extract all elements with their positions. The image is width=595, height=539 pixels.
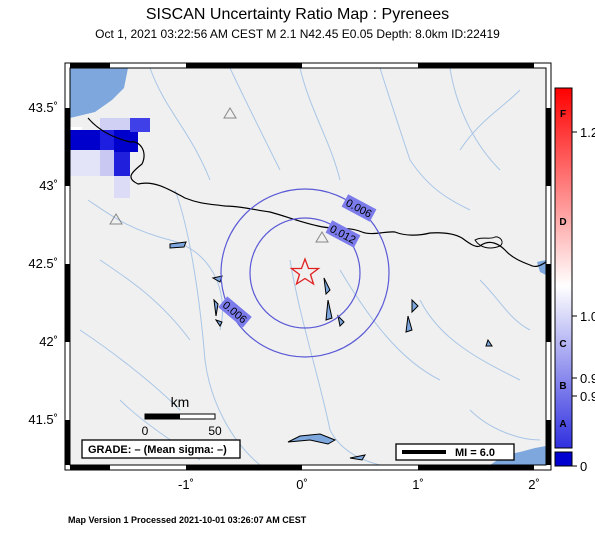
lat-label: 42˚ bbox=[39, 334, 58, 349]
uncertainty-contours bbox=[220, 188, 390, 358]
lat-label: 43˚ bbox=[39, 178, 58, 193]
scale-bar-title: km bbox=[171, 394, 190, 410]
station-triangle bbox=[109, 213, 123, 225]
lon-label: 0˚ bbox=[296, 477, 308, 492]
scale-bar: km 0 50 bbox=[142, 394, 222, 438]
event-subtitle: Oct 1, 2021 03:22:56 AM CEST M 2.1 N42.4… bbox=[95, 27, 500, 41]
station-triangle bbox=[223, 107, 237, 119]
longitude-labels: -1˚ 0˚ 1˚ 2˚ bbox=[178, 477, 540, 492]
latitude-labels: 43.5˚ 43˚ 42.5˚ 42˚ 41.5˚ bbox=[28, 100, 58, 427]
colorbar-letter: B bbox=[559, 381, 566, 392]
station-triangle bbox=[315, 231, 329, 243]
lat-label: 43.5˚ bbox=[28, 100, 58, 115]
lat-label: 41.5˚ bbox=[28, 412, 58, 427]
andorra-border bbox=[474, 236, 503, 249]
map-frame bbox=[64, 62, 552, 471]
colorbar-value: 0.9 bbox=[580, 389, 595, 404]
sea-bay-of-biscay bbox=[70, 68, 128, 118]
map-title: SISCAN Uncertainty Ratio Map : Pyrenees bbox=[145, 6, 450, 23]
lon-label: -1˚ bbox=[178, 477, 194, 492]
colorbar-value: 1.2 bbox=[580, 125, 595, 140]
grade-text: GRADE: – (Mean sigma: –) bbox=[88, 444, 227, 456]
colorbar-letter: C bbox=[559, 339, 566, 350]
colorbar: F D C B A 1.2 1.0 0.9 0.9 0 bbox=[554, 87, 595, 474]
colorbar-zero-swatch bbox=[554, 451, 573, 467]
stations bbox=[109, 107, 329, 243]
map-panel[interactable]: 0.006 0.012 0.006 km 0 50 GRADE: – (Mean… bbox=[70, 68, 546, 465]
lon-label: 1˚ bbox=[412, 477, 424, 492]
reservoirs bbox=[169, 241, 493, 461]
contour-outer bbox=[220, 188, 390, 358]
colorbar-letter: F bbox=[560, 109, 566, 120]
mi-legend-box bbox=[395, 443, 515, 461]
scale-bar-end: 50 bbox=[208, 424, 222, 438]
scale-bar-start: 0 bbox=[142, 424, 149, 438]
colorbar-gradient bbox=[554, 87, 573, 449]
colorbar-letter: D bbox=[559, 217, 566, 228]
colorbar-value: 1.0 bbox=[580, 309, 595, 324]
lat-label: 42.5˚ bbox=[28, 256, 58, 271]
grade-box bbox=[81, 439, 241, 459]
colorbar-value: 0 bbox=[580, 459, 587, 474]
epicenter-star[interactable] bbox=[289, 257, 321, 286]
processed-footer: Map Version 1 Processed 2021-10-01 03:26… bbox=[68, 515, 307, 525]
mi-legend-text: MI = 6.0 bbox=[455, 447, 495, 459]
rivers bbox=[79, 68, 541, 465]
colorbar-value: 0.9 bbox=[580, 371, 595, 386]
contour-inner bbox=[249, 217, 361, 329]
colorbar-letter: A bbox=[559, 419, 566, 430]
lon-label: 2˚ bbox=[528, 477, 540, 492]
